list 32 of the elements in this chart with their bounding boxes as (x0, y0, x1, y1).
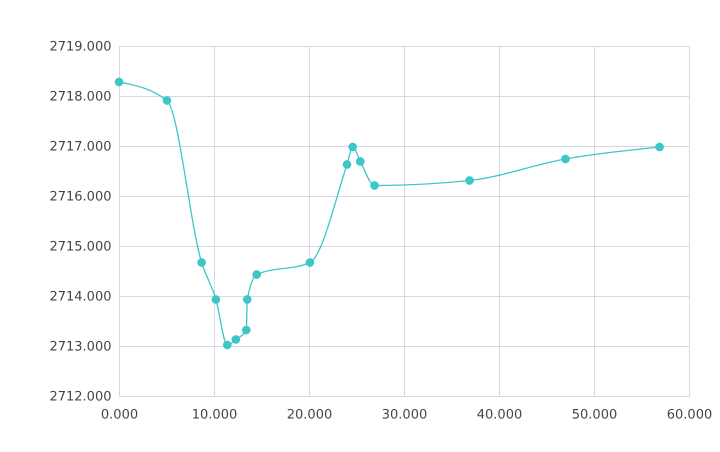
y-tick-label: 2719.000 (49, 40, 112, 54)
point (356, 157, 365, 166)
y-tick-label: 2716.000 (49, 190, 112, 204)
y-tick-label: 2718.000 (49, 90, 112, 104)
point (306, 258, 314, 267)
point (252, 270, 262, 279)
point (232, 335, 240, 344)
point (242, 295, 252, 304)
point (342, 160, 352, 169)
x-tick-label: 10.000 (192, 408, 238, 422)
point (162, 96, 172, 105)
point (114, 78, 124, 86)
point (561, 154, 570, 164)
point (222, 340, 232, 350)
x-tick-label: 0.000 (100, 408, 138, 422)
point (212, 295, 220, 304)
x-tick-label: 60.000 (666, 408, 712, 422)
point (197, 258, 206, 267)
point (242, 326, 251, 334)
y-tick-label: 2715.000 (49, 240, 112, 254)
point (465, 176, 474, 185)
x-tick-label: 20.000 (286, 408, 332, 422)
y-tick-label: 2717.000 (49, 140, 112, 154)
point (348, 142, 358, 152)
y-tick-label: 2714.000 (49, 290, 112, 304)
y-tick-label: 2712.000 (49, 390, 112, 404)
point (655, 142, 664, 152)
x-tick-label: 50.000 (572, 408, 618, 422)
y-tick-label: 2713.000 (49, 340, 112, 354)
x-tick-label: 40.000 (476, 408, 522, 422)
x-tick-label: 30.000 (382, 408, 428, 422)
point (370, 181, 379, 190)
